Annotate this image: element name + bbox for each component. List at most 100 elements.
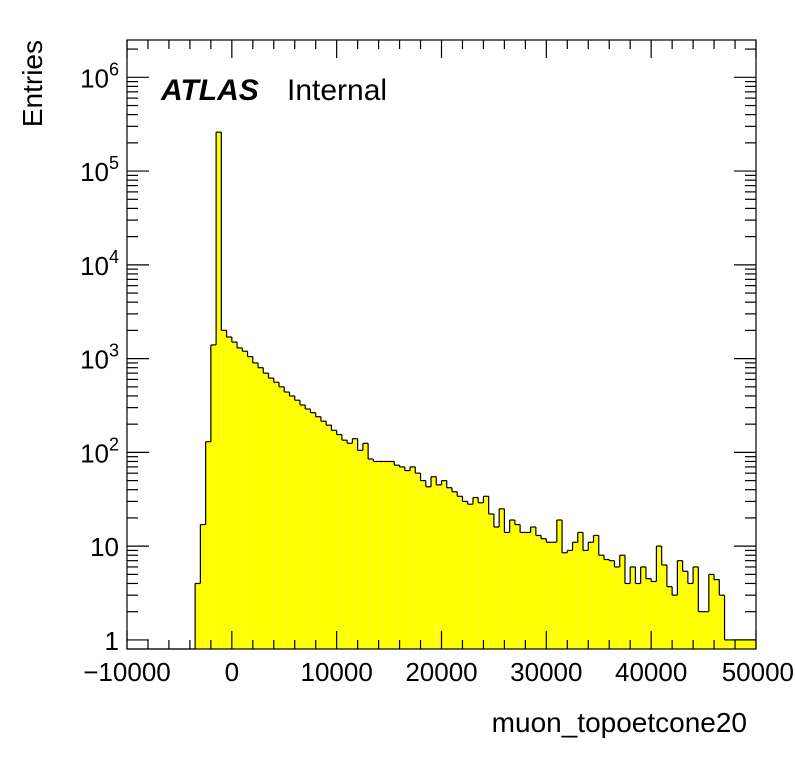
histogram-bin: [325, 421, 332, 649]
histogram-bin: [461, 496, 468, 649]
histogram-bin: [194, 582, 201, 649]
histogram-bin: [199, 523, 206, 649]
histogram-bin: [472, 496, 479, 649]
histogram-bin: [745, 639, 751, 649]
histogram-bin: [482, 495, 489, 649]
histogram-bin: [315, 412, 321, 649]
histogram-bin: [440, 480, 447, 649]
histogram-bin: [488, 496, 494, 649]
histogram-bin: [425, 480, 432, 649]
histogram-bin: [414, 466, 421, 649]
histogram-bin: [750, 639, 756, 649]
histogram-bin: [409, 466, 416, 649]
histogram-bin: [525, 531, 531, 649]
histogram-bin: [650, 578, 657, 649]
histogram-bin: [723, 595, 730, 649]
histogram-bin: [640, 566, 646, 649]
histogram-bin: [493, 514, 500, 649]
histogram-bin: [687, 571, 694, 649]
histogram-bin: [477, 497, 484, 649]
y-axis-title: Entries: [17, 40, 48, 127]
histogram-bin: [645, 566, 652, 649]
histogram-bin: [378, 460, 384, 649]
histogram-bin: [246, 351, 253, 649]
histogram-bin: [336, 430, 342, 649]
histogram-bin: [241, 347, 248, 649]
histogram-bin: [713, 574, 720, 649]
histogram-bin: [252, 356, 259, 649]
histogram-bin: [273, 378, 280, 649]
histogram-bin: [257, 362, 264, 649]
histogram-bin: [309, 409, 316, 649]
histogram-bin: [592, 534, 599, 649]
histogram-bin: [362, 442, 369, 649]
histogram-bin: [393, 461, 400, 649]
histogram-bin: [467, 501, 473, 649]
histogram-bin: [603, 555, 610, 649]
histogram-bin: [718, 579, 725, 649]
y-tick-label: 102: [80, 434, 119, 468]
histogram-bin: [262, 367, 269, 649]
histogram-bin: [446, 480, 452, 649]
histogram-bin: [351, 438, 358, 649]
histogram-bin: [608, 559, 615, 649]
histogram-bin: [205, 441, 211, 649]
tick-labels: −10000 0 10000 20000 30000 40000 50000 1 10 102 10…: [80, 59, 794, 687]
histogram-bin: [304, 405, 311, 649]
histogram-bin: [435, 476, 442, 649]
histogram-bin: [692, 566, 699, 649]
histogram-bin: [729, 639, 736, 649]
histogram-bin: [220, 132, 227, 649]
internal-label: Internal: [287, 74, 387, 107]
histogram-bin: [299, 400, 306, 649]
histogram-bin: [740, 639, 746, 649]
histogram-bin: [598, 535, 604, 649]
x-tick-label: 10000: [301, 657, 373, 687]
histogram-bin: [225, 330, 232, 649]
axis-ticks: [126, 40, 757, 649]
histogram-bin: [671, 586, 678, 649]
x-tick-label: 20000: [405, 657, 477, 687]
histogram-bin: [357, 438, 363, 649]
histogram-bin: [267, 373, 274, 649]
histogram-bin: [288, 392, 295, 649]
histogram-bin: [372, 458, 379, 649]
histogram-bin: [535, 527, 542, 649]
histogram-bin: [404, 466, 411, 649]
histogram-bin: [634, 566, 641, 649]
atlas-label: ATLAS: [160, 74, 259, 107]
histogram-bin: [278, 382, 285, 649]
histogram-bin: [624, 555, 631, 649]
y-tick-label: 104: [80, 247, 119, 281]
histogram-bin: [456, 491, 463, 649]
histogram-bin: [231, 337, 238, 649]
y-tick-label: 105: [80, 153, 119, 187]
histogram-bin: [294, 395, 300, 649]
x-tick-label: 50000: [722, 657, 794, 687]
histogram-bin: [367, 443, 374, 649]
histogram-bin: [545, 538, 552, 649]
histogram-bin: [430, 476, 437, 649]
histogram-bin: [519, 524, 526, 649]
histogram-bin: [582, 532, 589, 649]
histogram-bin: [503, 508, 510, 649]
histogram-bin: [341, 434, 348, 649]
histogram-bins: [127, 131, 756, 650]
histogram-bin: [708, 573, 715, 649]
histogram-bin: [566, 549, 573, 649]
histogram-bin: [587, 541, 594, 649]
histogram-bin: [540, 535, 547, 649]
histogram-bin: [703, 611, 709, 649]
histogram-bin: [419, 473, 426, 649]
histogram-bin: [577, 531, 584, 649]
histogram-bin: [571, 541, 578, 649]
histogram-bin: [320, 416, 327, 649]
histogram-bin: [389, 460, 395, 649]
y-tick-label: 10: [90, 532, 119, 562]
histogram-bin: [210, 344, 217, 649]
y-tick-label: 1: [105, 626, 119, 656]
histogram-bin: [283, 386, 290, 649]
histogram-bin: [498, 508, 505, 649]
histogram-bin: [236, 342, 243, 649]
